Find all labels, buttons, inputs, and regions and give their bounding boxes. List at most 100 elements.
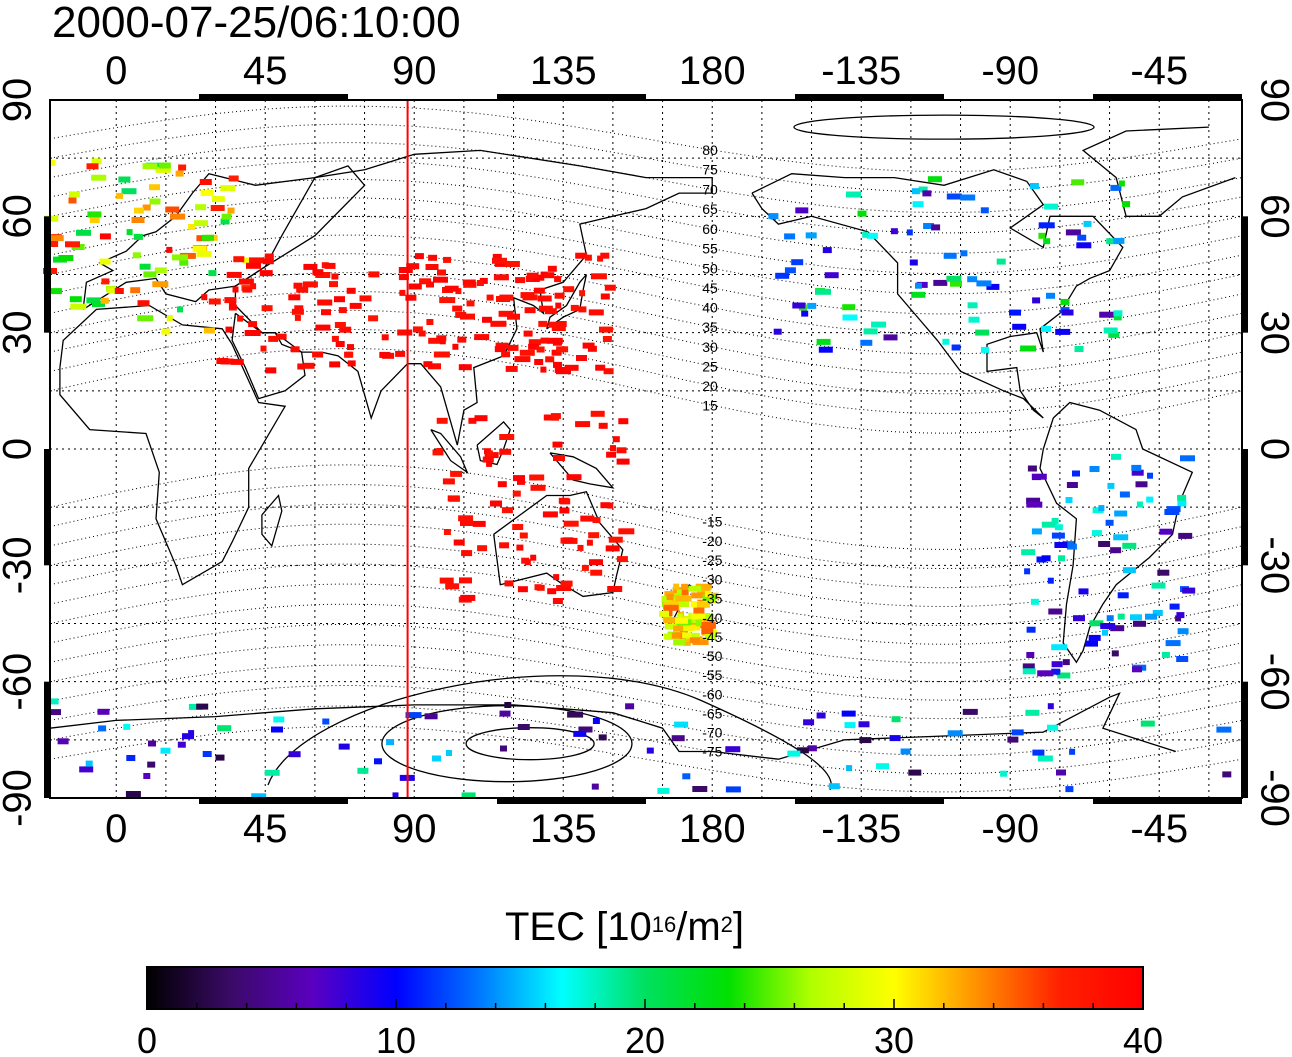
tec-cell bbox=[262, 258, 274, 265]
colorbar-tick-label: 0 bbox=[137, 1020, 157, 1057]
mlat-label: -15 bbox=[702, 514, 722, 530]
tec-cell bbox=[368, 271, 380, 278]
tec-cell bbox=[507, 344, 519, 351]
tec-cell bbox=[1089, 620, 1104, 627]
tec-cell bbox=[530, 554, 537, 561]
tec-cell bbox=[933, 279, 948, 286]
tec-cell bbox=[1029, 183, 1039, 189]
longitude-tick-label: 45 bbox=[243, 807, 288, 851]
tec-cell bbox=[476, 280, 484, 286]
tec-cell bbox=[158, 162, 171, 169]
tec-cell bbox=[288, 751, 301, 758]
tec-cell bbox=[50, 241, 59, 247]
tec-cell bbox=[519, 532, 528, 539]
tec-cell bbox=[1031, 528, 1042, 535]
tec-cell bbox=[452, 305, 463, 312]
tec-cell bbox=[154, 267, 167, 274]
tec-cell bbox=[725, 786, 741, 793]
tec-cell bbox=[553, 574, 560, 581]
tec-cell bbox=[1131, 469, 1144, 476]
mlat-label: -70 bbox=[702, 724, 722, 740]
tec-cell bbox=[349, 302, 362, 309]
tec-cell bbox=[533, 287, 545, 294]
tec-cell bbox=[237, 315, 244, 322]
tec-cell bbox=[520, 292, 535, 299]
tec-cell bbox=[1051, 668, 1061, 675]
tec-cell bbox=[695, 619, 702, 626]
tec-cell bbox=[459, 577, 472, 584]
tec-cell bbox=[947, 730, 963, 737]
latitude-tick-label: 30 bbox=[0, 310, 40, 355]
colorbar-title-exponent: 16 bbox=[651, 912, 677, 937]
tec-cell bbox=[294, 305, 304, 312]
tec-cell bbox=[1038, 232, 1046, 239]
tec-cell bbox=[581, 564, 589, 571]
tec-cell bbox=[599, 326, 613, 333]
mlat-label: -30 bbox=[702, 571, 722, 587]
tec-cell bbox=[951, 344, 961, 351]
tec-cell bbox=[695, 583, 712, 590]
tec-cell bbox=[346, 287, 356, 294]
tec-cell bbox=[538, 320, 548, 327]
tec-cell bbox=[556, 346, 569, 353]
tec-cell bbox=[1119, 491, 1130, 498]
tec-cell bbox=[552, 598, 563, 604]
tec-cell bbox=[425, 264, 439, 270]
tec-cell bbox=[114, 288, 124, 294]
tec-cell bbox=[1107, 482, 1115, 489]
tec-cell bbox=[1182, 587, 1196, 594]
tec-cell bbox=[490, 320, 507, 327]
tec-cell bbox=[602, 336, 612, 342]
tec-cell bbox=[1020, 345, 1037, 352]
tec-cell bbox=[579, 290, 586, 297]
tec-cell bbox=[1044, 203, 1059, 210]
mlat-label: 15 bbox=[702, 397, 718, 413]
tec-cell bbox=[1065, 229, 1081, 236]
tec-cell bbox=[607, 586, 623, 592]
tec-cell bbox=[775, 272, 790, 279]
tec-cell bbox=[1131, 464, 1142, 471]
tec-cell bbox=[1036, 556, 1047, 563]
tec-cell bbox=[161, 328, 171, 335]
tec-cell bbox=[600, 293, 610, 300]
tec-cell bbox=[192, 245, 207, 252]
tec-cell bbox=[592, 718, 600, 724]
tec-cell bbox=[1157, 569, 1170, 576]
latitude-ticks-right: 90 60 30 0 -30 -60 -90 bbox=[1252, 78, 1292, 827]
longitude-ticks-bottom: 0 45 90 135 180 -135 -90 -45 bbox=[105, 807, 1188, 851]
tec-cell bbox=[505, 365, 518, 372]
tec-cell bbox=[302, 281, 318, 288]
tec-cell bbox=[587, 345, 597, 352]
tec-cell bbox=[784, 267, 796, 274]
tec-cell bbox=[563, 286, 575, 293]
tec-cell bbox=[1114, 510, 1128, 517]
tec-cell bbox=[242, 286, 253, 293]
tec-cell bbox=[303, 263, 318, 270]
tec-cell bbox=[589, 559, 603, 566]
tec-cell bbox=[577, 544, 584, 551]
tec-cell bbox=[844, 722, 856, 729]
tec-cell bbox=[682, 639, 691, 646]
tec-cell bbox=[1085, 640, 1098, 647]
tec-cell bbox=[490, 500, 502, 507]
tec-cell bbox=[554, 276, 562, 283]
tec-cell bbox=[461, 792, 476, 799]
tec-cell bbox=[290, 346, 300, 353]
tec-cell bbox=[1073, 615, 1085, 622]
tec-cell bbox=[68, 197, 77, 204]
tec-cell bbox=[1026, 626, 1036, 633]
tec-cell bbox=[1054, 542, 1068, 548]
tec-cell bbox=[220, 185, 236, 192]
tec-cell bbox=[689, 617, 698, 624]
tec-cell bbox=[443, 529, 451, 535]
tec-cell bbox=[460, 594, 476, 601]
tec-cell bbox=[123, 723, 131, 730]
tec-cell bbox=[1024, 568, 1031, 575]
tec-cell bbox=[1177, 500, 1187, 507]
tec-cell bbox=[1151, 582, 1166, 589]
tec-cell bbox=[494, 346, 506, 353]
tec-cell bbox=[526, 272, 539, 279]
tec-cell bbox=[692, 786, 708, 792]
tec-cell bbox=[796, 747, 809, 754]
tec-cell bbox=[261, 305, 273, 312]
